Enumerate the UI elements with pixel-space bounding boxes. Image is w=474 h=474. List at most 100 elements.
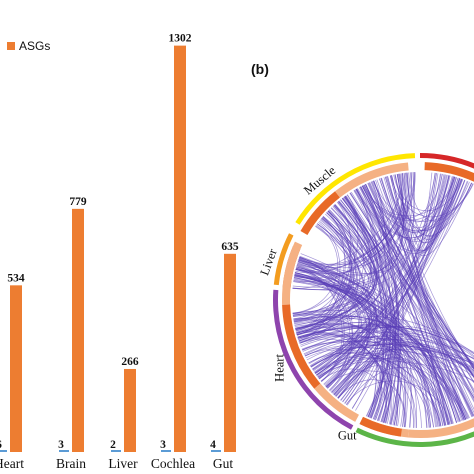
chord-link	[314, 342, 474, 374]
bar-small-liver	[111, 450, 121, 452]
chord-link	[325, 370, 442, 427]
chord-link	[293, 315, 457, 423]
chord-link	[313, 173, 442, 372]
chord-link	[292, 173, 405, 291]
value-label-small-brain: 3	[58, 439, 64, 451]
bar-small-gut	[211, 450, 221, 452]
value-label-asgs-cochlea: 1302	[169, 33, 192, 45]
chord-link	[316, 174, 446, 376]
sector-outer-gut	[355, 427, 474, 447]
chord-link	[302, 337, 474, 373]
sector-label-gut: Gut	[338, 429, 357, 443]
bar-chart-panel: ASGs 6 534 3 779 2 266 3 1302 4 635 Heart Brain Liv…	[0, 33, 239, 471]
chord-link	[315, 348, 474, 376]
chord-link	[297, 325, 474, 355]
bar-small-heart	[0, 450, 7, 452]
chord-link	[292, 210, 359, 316]
chord-link	[293, 220, 351, 322]
chord-link	[300, 331, 474, 360]
bar-series	[0, 45, 236, 452]
chord-link	[295, 173, 400, 272]
chord-link	[355, 175, 450, 411]
chord-link	[317, 360, 474, 382]
chord-link	[346, 175, 449, 406]
chord-link	[295, 173, 403, 275]
chord-link	[304, 344, 474, 383]
chord-link	[335, 357, 442, 427]
chord-link	[329, 172, 436, 392]
chord-link	[361, 185, 474, 368]
chord-link	[345, 195, 387, 419]
bar-asgs-gut	[224, 253, 236, 452]
chord-link	[296, 172, 413, 275]
chord-link	[303, 336, 474, 375]
chord-link	[297, 172, 412, 269]
chord-link	[308, 352, 430, 428]
chord-link	[368, 182, 404, 423]
chord-link	[362, 176, 455, 217]
bar-value-labels: 6 534 3 779 2 266 3 1302 4 635	[0, 33, 239, 451]
chord-link	[292, 223, 369, 314]
bar-small-cochlea	[161, 450, 171, 452]
chord-link	[301, 326, 474, 358]
chord-link	[361, 185, 399, 421]
value-label-asgs-brain: 779	[69, 196, 87, 208]
chord-link	[297, 173, 404, 267]
chord-link	[293, 318, 406, 428]
sector-label-heart: Heart	[273, 354, 287, 382]
bar-asgs-brain	[72, 208, 84, 452]
chord-link	[340, 199, 474, 399]
chord-link	[324, 213, 401, 427]
inner-ring-segment	[282, 241, 303, 305]
chord-link	[304, 325, 474, 357]
chord-outer-ring	[273, 153, 474, 447]
chord-link	[297, 332, 392, 424]
chord-link	[306, 338, 474, 376]
sector-label-muscle: Muscle	[301, 163, 339, 198]
chord-link	[299, 172, 416, 274]
x-axis-tick-labels: Heart Brain Liver Cochlea Gut	[0, 456, 233, 471]
chord-link	[299, 326, 474, 378]
inner-ring-segment	[300, 191, 340, 235]
chord-link	[301, 341, 474, 369]
x-tick-brain: Brain	[56, 456, 86, 471]
value-label-small-liver: 2	[110, 439, 116, 451]
chord-link	[324, 178, 463, 387]
chord-link	[373, 180, 396, 425]
chord-link	[314, 173, 439, 374]
chord-link	[297, 324, 474, 364]
panel-label-b: (b)	[251, 61, 269, 77]
chord-link	[292, 172, 406, 288]
chord-link	[294, 323, 474, 359]
value-label-small-heart: 6	[0, 439, 2, 451]
chord-link	[351, 176, 454, 409]
chord-link	[344, 179, 466, 404]
sector-outer-segment-5	[420, 153, 474, 169]
x-tick-liver: Liver	[108, 456, 138, 471]
bar-asgs-liver	[124, 368, 136, 452]
chord-link	[294, 318, 452, 425]
chord-link	[295, 173, 403, 271]
chord-inner-ring	[282, 162, 474, 438]
chord-link	[322, 216, 393, 425]
legend-swatch-asgs	[7, 42, 15, 50]
chord-link	[295, 269, 351, 389]
legend: ASGs	[7, 39, 50, 53]
value-label-small-cochlea: 3	[160, 439, 166, 451]
inner-ring-segment	[314, 383, 359, 422]
chord-link	[379, 174, 448, 234]
value-label-asgs-gut: 635	[221, 241, 239, 253]
chord-link	[344, 196, 384, 418]
chord-link	[293, 172, 415, 282]
chord-link	[304, 347, 474, 369]
sector-outer-liver	[273, 233, 294, 286]
x-tick-gut: Gut	[213, 456, 233, 471]
chord-link	[394, 174, 473, 236]
value-label-small-gut: 4	[210, 439, 216, 451]
chord-link	[363, 184, 398, 420]
legend-label-asgs: ASGs	[19, 39, 50, 53]
chord-link	[386, 176, 474, 378]
sector-outer-heart	[273, 289, 354, 430]
inner-ring-segment	[359, 416, 402, 437]
